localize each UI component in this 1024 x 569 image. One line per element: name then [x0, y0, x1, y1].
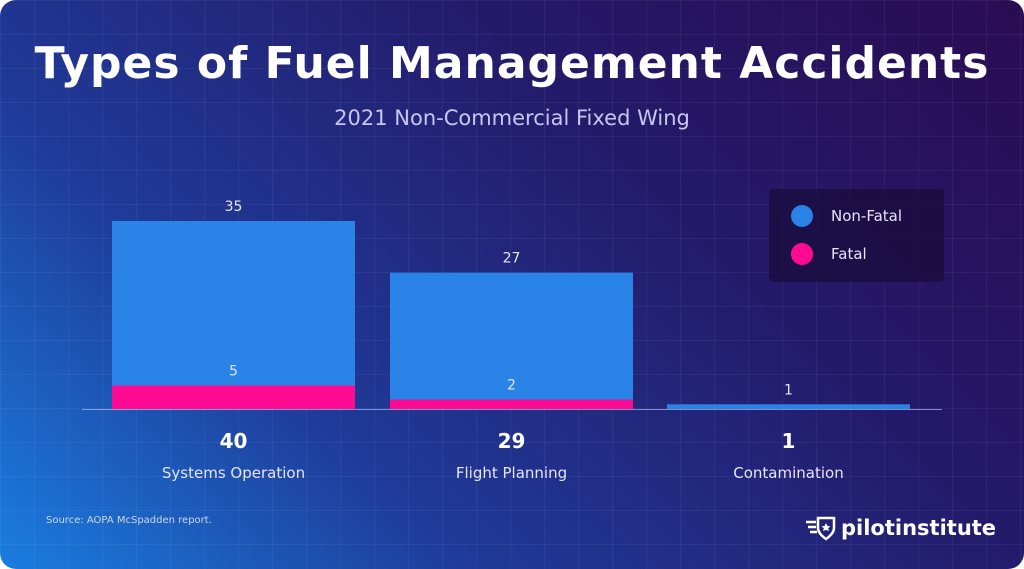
legend-item-non-fatal: Non-Fatal — [791, 205, 902, 227]
legend-item-fatal: Fatal — [791, 243, 867, 265]
shield-star-icon — [806, 516, 836, 541]
bar-non-fatal — [112, 221, 355, 386]
total-label: 29 — [498, 429, 526, 453]
legend-label: Fatal — [831, 245, 867, 263]
chart-title: Types of Fuel Management Accidents — [34, 38, 990, 89]
source-note: Source: AOPA McSpadden report. — [46, 515, 212, 526]
legend-label: Non-Fatal — [831, 207, 903, 225]
chart-subtitle: 2021 Non-Commercial Fixed Wing — [334, 106, 690, 130]
logo-text: pilotinstitute — [841, 516, 997, 540]
bar-fatal — [112, 385, 355, 409]
bar-non-fatal — [667, 404, 910, 409]
data-label-non-fatal: 35 — [225, 199, 243, 215]
legend-swatch — [791, 243, 813, 265]
legend-swatch — [791, 205, 813, 227]
category-label: Contamination — [733, 464, 843, 482]
legend: Non-Fatal Fatal — [769, 189, 944, 282]
data-label-non-fatal: 1 — [784, 382, 793, 398]
bar-non-fatal — [390, 272, 633, 400]
category-label: Systems Operation — [162, 464, 305, 482]
data-label-fatal: 5 — [229, 364, 238, 380]
data-label-non-fatal: 27 — [503, 251, 521, 267]
category-label: Flight Planning — [456, 464, 567, 482]
total-label: 40 — [220, 429, 248, 453]
total-label: 1 — [782, 429, 796, 453]
data-label-fatal: 2 — [507, 378, 516, 394]
pilotinstitute-logo: pilotinstitute — [806, 515, 996, 541]
bar-fatal — [390, 399, 633, 409]
